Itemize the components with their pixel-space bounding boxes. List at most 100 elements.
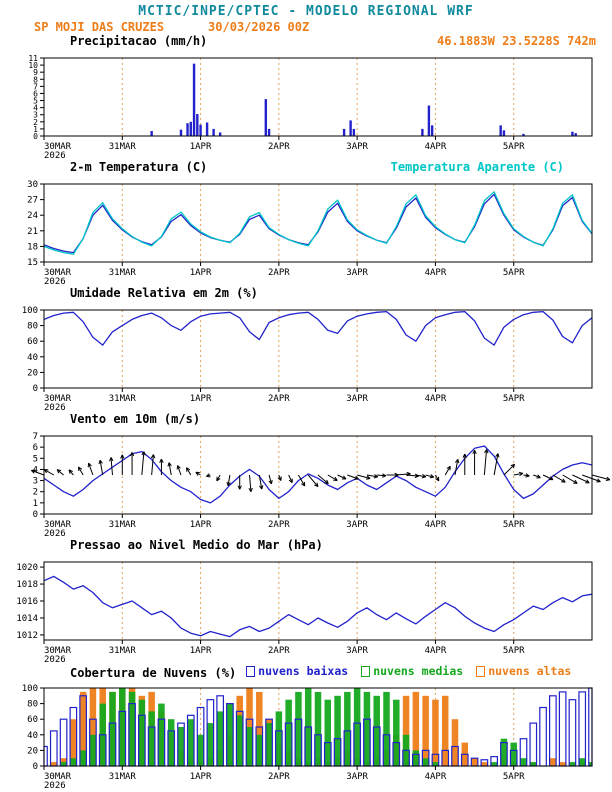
svg-text:31MAR: 31MAR [109, 142, 137, 152]
panel-title-row: Precipitacao (mm/h) 46.1883W 23.5228S 74… [0, 34, 612, 52]
svg-text:31MAR: 31MAR [109, 520, 137, 530]
svg-text:30MAR: 30MAR [44, 142, 72, 152]
svg-text:80: 80 [27, 700, 38, 710]
svg-text:2026: 2026 [44, 277, 66, 286]
panel-wind: Vento em 10m (m/s) 0 1 2 3 4 5 6 7 30MAR 2026 31MA… [0, 412, 612, 538]
panel-title-row: Cobertura de Nuvens (%) nuvens baixas nu… [0, 664, 612, 682]
panel-title-row: Vento em 10m (m/s) [0, 412, 612, 430]
precipitation-title: Precipitacao (mm/h) [70, 34, 208, 48]
svg-text:4APR: 4APR [425, 520, 447, 530]
svg-text:2026: 2026 [44, 655, 66, 664]
svg-text:0: 0 [33, 510, 38, 520]
svg-text:8: 8 [33, 75, 38, 84]
svg-text:1014: 1014 [16, 614, 38, 624]
legend-low-clouds-label: nuvens baixas [258, 664, 349, 678]
svg-text:100: 100 [22, 684, 38, 694]
svg-text:1020: 1020 [16, 563, 38, 573]
svg-text:60: 60 [27, 337, 38, 347]
svg-text:31MAR: 31MAR [109, 646, 137, 656]
svg-text:30: 30 [27, 180, 38, 190]
high-clouds-swatch-icon [476, 665, 486, 677]
pressure-title: Pressao ao Nivel Medio do Mar (hPa) [70, 538, 323, 552]
svg-text:0: 0 [33, 132, 38, 141]
svg-text:1APR: 1APR [190, 772, 212, 782]
cloud-cover-title: Cobertura de Nuvens (%) [70, 665, 237, 680]
temperature-title: 2-m Temperatura (C) [70, 160, 208, 174]
panel-title-row: 2-m Temperatura (C) Temperatura Aparente… [0, 160, 612, 178]
svg-text:5APR: 5APR [503, 268, 525, 278]
svg-text:3APR: 3APR [346, 646, 368, 656]
legend-high-clouds-label: nuvens altas [488, 664, 572, 678]
svg-text:80: 80 [27, 322, 38, 332]
svg-text:6: 6 [33, 443, 38, 453]
svg-text:1018: 1018 [16, 580, 38, 590]
svg-text:4APR: 4APR [425, 394, 447, 404]
legend-mid-clouds: nuvens medias [361, 664, 463, 678]
svg-text:9: 9 [33, 68, 38, 77]
panel-cloud-cover: Cobertura de Nuvens (%) nuvens baixas nu… [0, 664, 612, 790]
svg-text:1APR: 1APR [190, 142, 212, 152]
svg-text:7: 7 [33, 82, 38, 91]
main-title: MCTIC/INPE/CPTEC - MODELO REGIONAL WRF [138, 4, 474, 19]
legend-low-clouds: nuvens baixas [246, 664, 348, 678]
header-subtitle-row: SP MOJI DAS CRUZES 30/03/2026 00Z [34, 20, 612, 34]
panel-precipitation: Precipitacao (mm/h) 46.1883W 23.5228S 74… [0, 34, 612, 160]
svg-text:3APR: 3APR [346, 268, 368, 278]
svg-text:4: 4 [33, 104, 38, 113]
svg-text:30MAR: 30MAR [44, 772, 72, 782]
svg-text:2: 2 [33, 118, 38, 127]
station-label: SP MOJI DAS CRUZES [34, 20, 165, 34]
run-datetime-label: 30/03/2026 00Z [208, 20, 310, 34]
svg-text:5APR: 5APR [503, 394, 525, 404]
svg-text:1APR: 1APR [190, 520, 212, 530]
legend-high-clouds: nuvens altas [476, 664, 571, 678]
svg-text:60: 60 [27, 715, 38, 725]
svg-text:30MAR: 30MAR [44, 268, 72, 278]
svg-text:2APR: 2APR [268, 142, 290, 152]
svg-text:18: 18 [27, 242, 38, 252]
svg-text:4APR: 4APR [425, 268, 447, 278]
svg-text:7: 7 [33, 432, 38, 442]
svg-text:5APR: 5APR [503, 646, 525, 656]
svg-text:5APR: 5APR [503, 142, 525, 152]
svg-text:5: 5 [33, 454, 38, 464]
svg-text:1012: 1012 [16, 631, 38, 641]
svg-text:15: 15 [27, 258, 38, 268]
svg-text:20: 20 [27, 746, 38, 756]
svg-text:21: 21 [27, 227, 38, 237]
svg-text:100: 100 [22, 306, 38, 316]
svg-text:3APR: 3APR [346, 520, 368, 530]
svg-text:4APR: 4APR [425, 772, 447, 782]
svg-text:4: 4 [33, 465, 38, 475]
svg-text:2APR: 2APR [268, 394, 290, 404]
svg-text:31MAR: 31MAR [109, 772, 137, 782]
svg-text:31MAR: 31MAR [109, 268, 137, 278]
svg-text:10: 10 [28, 61, 38, 70]
svg-text:0: 0 [33, 384, 38, 394]
svg-text:0: 0 [33, 762, 38, 772]
svg-text:3: 3 [33, 111, 38, 120]
svg-text:3APR: 3APR [346, 772, 368, 782]
svg-text:30MAR: 30MAR [44, 520, 72, 530]
svg-text:2026: 2026 [44, 151, 66, 160]
svg-text:6: 6 [33, 89, 38, 98]
svg-text:1APR: 1APR [190, 394, 212, 404]
panel-temperature: 2-m Temperatura (C) Temperatura Aparente… [0, 160, 612, 286]
svg-text:2APR: 2APR [268, 646, 290, 656]
svg-text:3: 3 [33, 477, 38, 487]
wind-title: Vento em 10m (m/s) [70, 412, 201, 426]
svg-text:2026: 2026 [44, 781, 66, 790]
svg-text:1016: 1016 [16, 597, 38, 607]
svg-text:5APR: 5APR [503, 520, 525, 530]
svg-text:1: 1 [33, 499, 38, 509]
svg-text:2026: 2026 [44, 529, 66, 538]
svg-text:30MAR: 30MAR [44, 646, 72, 656]
svg-text:11: 11 [28, 54, 38, 63]
svg-text:1APR: 1APR [190, 268, 212, 278]
